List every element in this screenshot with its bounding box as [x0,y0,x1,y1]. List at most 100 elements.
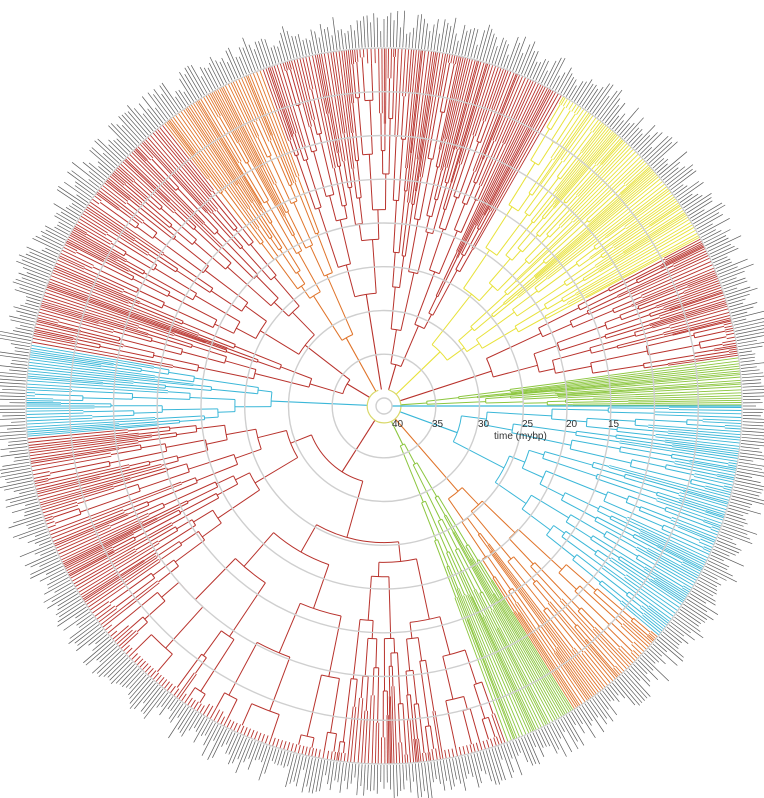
terminal-branch [166,683,173,692]
terminal-branch [116,167,134,183]
branch-stem [463,696,468,710]
tip-label-mark [116,124,138,146]
branch-stem [269,155,292,204]
terminal-branch [141,663,149,671]
terminal-branch [29,442,139,460]
branch-stem [607,314,651,330]
branch-stem [545,226,589,264]
terminal-branch [576,107,582,115]
terminal-branch [109,175,143,204]
branch-arc [137,484,141,492]
branch-stem [546,534,575,558]
branch-stem [153,354,199,366]
branch-stem [198,366,254,380]
terminal-branch [337,752,340,762]
tip-label-mark [366,764,369,790]
branch-stem [586,426,618,431]
tip-label-mark [297,34,304,57]
terminal-branch [33,474,51,480]
tip-label-mark [742,385,764,388]
tip-label-mark [742,427,764,430]
tip-label-mark [247,742,259,770]
branch-stem [625,473,684,492]
terminal-branch [389,696,393,764]
terminal-branch [465,594,527,735]
tip-label-mark [203,67,216,90]
branch-stem [467,517,480,535]
terminal-branch [43,294,139,327]
branch-stem [101,365,142,372]
branch-stem [413,704,419,739]
terminal-branch [482,73,519,160]
branch-stem [151,158,180,189]
tip-label-mark [740,366,757,369]
tip-label-mark [497,746,503,760]
branch-stem [330,678,340,733]
branch-stem [529,177,559,217]
branch-stem [637,286,689,307]
tip-label-mark [741,440,764,443]
branch-stem [326,274,354,335]
terminal-branch [450,54,453,64]
branch-arc [233,454,239,465]
tip-label-mark [45,229,66,241]
terminal-branch [476,87,549,226]
branch-stem [119,419,180,425]
terminal-branch [71,230,127,263]
terminal-branch [31,452,111,468]
branch-stem [343,160,349,188]
terminal-branch [655,562,694,586]
tip-label-mark [461,30,468,56]
tip-label-mark [664,166,686,183]
branch-stem [561,499,597,519]
terminal-branch [716,475,735,481]
tip-label-mark [7,443,28,446]
terminal-branch [44,291,174,337]
branch-stem [180,530,199,544]
tip-label-mark [127,105,152,134]
branch-stem [169,425,197,429]
terminal-branch [74,225,88,234]
branch-stem [488,258,511,284]
terminal-branch [167,120,195,155]
branch-arc [546,233,551,238]
terminal-branch [414,51,437,192]
terminal-branch [625,164,649,187]
tip-label-mark [623,117,644,140]
tip-label-mark [6,477,33,484]
branch-stem [129,467,167,479]
tip-label-mark [67,171,96,193]
branch-stem [432,269,458,316]
terminal-branch [311,748,314,757]
tip-label-mark [639,657,654,671]
terminal-branch [220,716,226,725]
branch-stem [235,448,262,459]
branch-stem [329,195,337,222]
tip-label-mark [188,713,200,731]
tip-label-mark [607,686,620,703]
terminal-branch [497,627,549,725]
terminal-branch [46,286,206,344]
terminal-branch [38,311,114,333]
terminal-branch [418,51,435,160]
tip-label-mark [710,245,735,258]
branch-stem [248,208,271,239]
grid-ring-10 [112,134,656,678]
tip-label-mark [274,749,280,764]
branch-stem [495,481,527,504]
branch-stem [602,225,651,259]
tip-label-mark [688,595,719,615]
terminal-branch [555,126,609,192]
branch-stem [616,434,666,442]
branch-stem [174,211,194,230]
terminal-branch [678,499,726,516]
terminal-branch [418,738,422,763]
terminal-branch [246,728,251,737]
terminal-branch [44,515,53,520]
tip-label-mark [178,89,189,106]
branch-stem [476,214,485,229]
tip-label-mark [254,743,262,761]
grid-ring-40 [375,397,393,415]
terminal-branch [628,399,743,403]
branch-stem [368,154,374,210]
